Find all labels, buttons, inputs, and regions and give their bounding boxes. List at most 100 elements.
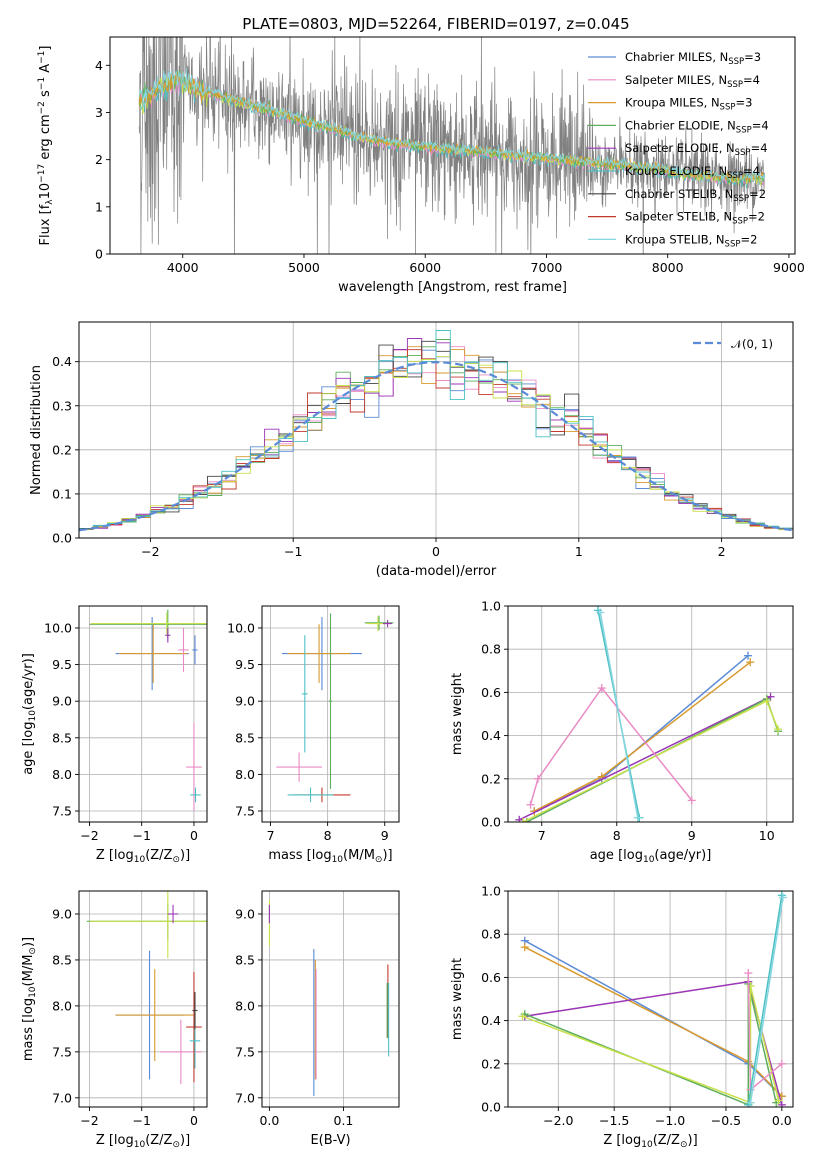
y-tick-label: 4 bbox=[95, 58, 103, 73]
x-tick-label: 2 bbox=[718, 544, 726, 559]
y-tick-label: 9.0 bbox=[52, 906, 72, 921]
label-part: −17 bbox=[37, 164, 47, 183]
y-tick-label: 0.6 bbox=[481, 970, 501, 985]
legend: 𝒩(0, 1) bbox=[693, 337, 773, 351]
x-tick-label: 7 bbox=[538, 828, 546, 843]
label-part: )] bbox=[382, 848, 392, 863]
y-axis-label: age [log10(age/yr)] bbox=[21, 653, 38, 775]
label-part: age [log bbox=[590, 848, 643, 863]
legend-count: =4 bbox=[752, 118, 769, 132]
label-part: mass [log bbox=[21, 998, 36, 1061]
plot-area bbox=[79, 330, 793, 532]
y-tick-label: 10.0 bbox=[227, 620, 255, 635]
y-tick-label: 9.5 bbox=[52, 657, 72, 672]
y-tick-label: 7.0 bbox=[235, 1090, 255, 1105]
x-axis-label: (data-model)/error bbox=[376, 564, 497, 579]
legend-count: =4 bbox=[751, 141, 768, 155]
legend-count: =4 bbox=[743, 164, 760, 178]
x-tick-label: 9000 bbox=[773, 260, 805, 275]
label-part: 10 bbox=[134, 855, 146, 865]
y-tick-label: 9.0 bbox=[235, 906, 255, 921]
y-tick-label: 9.0 bbox=[235, 694, 255, 709]
y-tick-label: 8.5 bbox=[235, 730, 255, 745]
y-tick-label: 8.5 bbox=[52, 730, 72, 745]
label-part: )] bbox=[180, 1133, 190, 1148]
x-axis-label: Z [log10(Z/Z⊙)] bbox=[96, 848, 190, 865]
x-tick-label: 7 bbox=[267, 828, 275, 843]
legend-count: =2 bbox=[740, 232, 757, 246]
x-axis-label: E(B-V) bbox=[310, 1133, 350, 1148]
x-tick-label: 10 bbox=[759, 828, 775, 843]
legend-count: =2 bbox=[749, 187, 766, 201]
axes-frame bbox=[78, 605, 208, 823]
label-part: −2 bbox=[37, 101, 47, 114]
label-part: ] bbox=[38, 46, 53, 51]
label-part: Z [log bbox=[96, 1133, 134, 1148]
axes-frame bbox=[78, 890, 208, 1108]
axes-frame bbox=[507, 605, 794, 823]
label-part: age [log bbox=[21, 722, 36, 775]
x-tick-label: 0 bbox=[432, 544, 440, 559]
label-part: 10 bbox=[38, 183, 53, 200]
panel-age-vs-mass: 7 8 9 7.5 8.0 8.5 9.0 9.5 10.0 mass [log10(M/M⊙)] bbox=[227, 605, 400, 865]
weight-series bbox=[533, 655, 749, 812]
label-part: ⊙ bbox=[375, 855, 383, 865]
y-tick-label: 7.5 bbox=[235, 804, 255, 819]
legend-name: Chabrier STELIB, N bbox=[625, 187, 733, 201]
x-axis-label: Z [log10(Z/Z⊙)] bbox=[96, 1133, 190, 1150]
legend-count: =3 bbox=[744, 50, 761, 64]
x-axis-label: age [log10(age/yr)] bbox=[590, 848, 712, 865]
y-tick-label: 0.2 bbox=[481, 1056, 501, 1071]
label-part: (Z/Z bbox=[653, 1133, 680, 1148]
y-tick-label: 1 bbox=[95, 199, 103, 214]
legend-entry: Kroupa MILES, NSSP=3 bbox=[625, 96, 752, 113]
y-tick-label: 0.2 bbox=[52, 442, 72, 457]
y-tick-label: 0.4 bbox=[481, 728, 501, 743]
legend-entry: Chabrier STELIB, NSSP=2 bbox=[625, 187, 766, 204]
axes-frame bbox=[109, 36, 796, 255]
x-axis-label: wavelength [Angstrom, rest frame] bbox=[338, 280, 567, 295]
legend-count: =3 bbox=[735, 96, 752, 110]
legend-name: Kroupa ELODIE, N bbox=[625, 164, 727, 178]
x-tick-label: 1 bbox=[575, 544, 583, 559]
legend-entry: 𝒩(0, 1) bbox=[731, 337, 773, 351]
y-tick-label: 0.6 bbox=[481, 685, 501, 700]
label-part: (Z/Z bbox=[145, 1133, 172, 1148]
y-tick-label: 8.0 bbox=[235, 767, 255, 782]
y-tick-label: 7.0 bbox=[52, 1090, 72, 1105]
legend-sub: SSP bbox=[728, 57, 744, 67]
y-tick-label: 1.0 bbox=[481, 884, 501, 899]
y-tick-label: 8.0 bbox=[235, 998, 255, 1013]
label-part: −1 bbox=[37, 51, 47, 64]
y-tick-label: 9.0 bbox=[52, 694, 72, 709]
y-tick-label: 0 bbox=[95, 247, 103, 262]
x-tick-label: 8 bbox=[324, 828, 332, 843]
y-tick-label: 7.5 bbox=[235, 1044, 255, 1059]
x-tick-label: −1 bbox=[132, 828, 150, 843]
y-tick-label: 0.4 bbox=[52, 354, 72, 369]
x-tick-label: −2.0 bbox=[543, 1113, 573, 1128]
x-tick-label: 9 bbox=[688, 828, 696, 843]
legend-entry: Salpeter STELIB, NSSP=2 bbox=[625, 210, 765, 227]
x-tick-label: 4000 bbox=[167, 260, 199, 275]
weight-series bbox=[524, 946, 783, 1097]
legend-name: Kroupa MILES, N bbox=[625, 96, 720, 110]
legend-sub: SSP bbox=[733, 194, 749, 204]
label-part: 10 bbox=[134, 1140, 146, 1150]
y-tick-label: 7.5 bbox=[52, 804, 72, 819]
x-tick-label: −2 bbox=[80, 1113, 98, 1128]
label-part: λ bbox=[45, 199, 55, 205]
y-tick-label: 0.0 bbox=[481, 1100, 501, 1115]
x-axis-label: mass [log10(M/M⊙)] bbox=[268, 848, 392, 865]
y-tick-label: 0.8 bbox=[481, 927, 501, 942]
y-axis-label: Flux [fλ10−17 erg cm−2 s−1 A−1] bbox=[37, 46, 55, 246]
legend-name: Salpeter ELODIE, N bbox=[625, 141, 735, 155]
plot-area bbox=[515, 606, 782, 822]
y-axis-label: Normed distribution bbox=[29, 365, 44, 495]
label-part: Z [log bbox=[603, 1133, 641, 1148]
model-spectrum bbox=[138, 67, 766, 182]
plot-area bbox=[276, 613, 394, 803]
weight-series bbox=[599, 612, 639, 818]
